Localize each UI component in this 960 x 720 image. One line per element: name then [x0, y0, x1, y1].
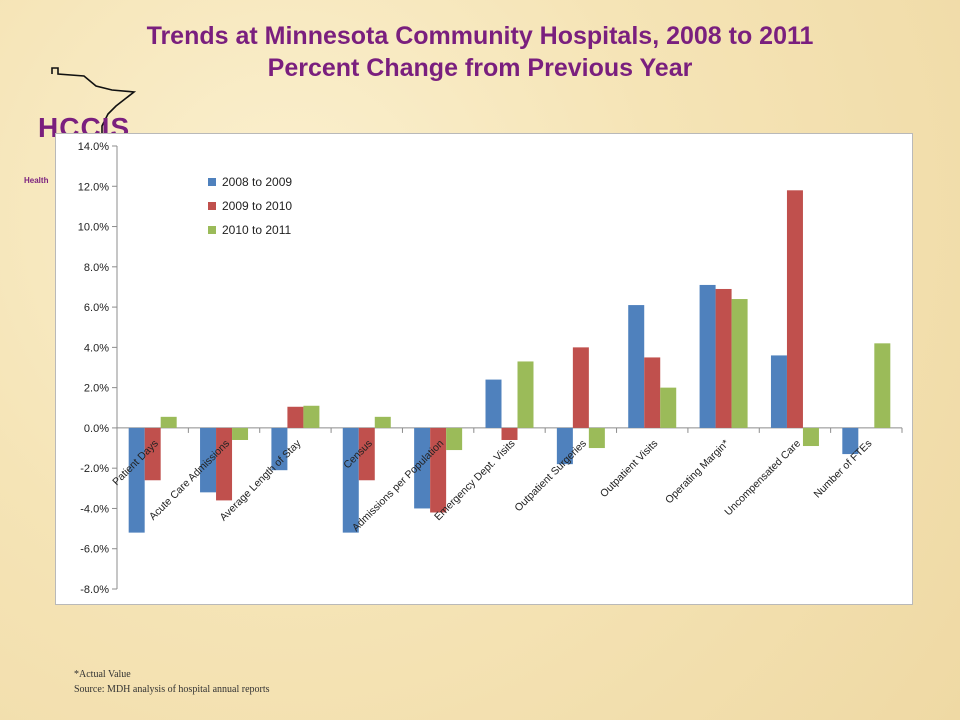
y-tick-label: 8.0% [84, 262, 109, 274]
footnotes: *Actual Value Source: MDH analysis of ho… [74, 667, 270, 697]
title-line-2: Percent Change from Previous Year [267, 54, 693, 82]
bar [200, 427, 217, 493]
bar [160, 416, 177, 428]
legend-label: 2010 to 2011 [222, 223, 292, 237]
y-tick-label: 6.0% [84, 302, 109, 314]
bar [874, 343, 891, 428]
legend-swatch [208, 226, 216, 234]
legend-swatch [208, 178, 216, 186]
y-tick-label: -2.0% [80, 463, 109, 475]
footnote-actual-value: *Actual Value [74, 669, 131, 680]
title-line-1: Trends at Minnesota Community Hospitals,… [146, 22, 814, 50]
bar [572, 347, 589, 428]
y-tick-label: -6.0% [80, 544, 109, 556]
bar [802, 427, 819, 447]
bar [358, 427, 375, 481]
x-category-label: Outpatient Surgeries [512, 438, 589, 515]
minnesota-map-icon [51, 67, 137, 142]
bar [374, 416, 391, 428]
slide-title: Trends at Minnesota Community Hospitals,… [60, 20, 900, 84]
bar [786, 190, 803, 428]
x-category-label: Uncompensated Care [722, 437, 803, 518]
y-tick-label: 12.0% [78, 181, 109, 193]
x-category-label: Outpatient Visits [598, 438, 660, 500]
legend-label: 2008 to 2009 [222, 175, 292, 189]
bar [430, 427, 447, 513]
bar-chart: -8.0% -6.0% -4.0% -2.0% 0.0% 2.0% 4.0% 6.0% 8.0%… [78, 141, 903, 596]
bar [342, 427, 359, 533]
footnote-source: Source: MDH analysis of hospital annual … [74, 684, 270, 695]
logo-subtext: Health [24, 176, 49, 185]
y-tick-label: 14.0% [78, 141, 109, 153]
chart-area: -8.0% -6.0% -4.0% -2.0% 0.0% 2.0% 4.0% 6.0% 8.0%… [55, 133, 913, 605]
x-category-label: Operating Margin* [663, 438, 732, 507]
bar [628, 305, 645, 428]
bar [644, 357, 661, 428]
bar [699, 284, 716, 428]
bar [501, 427, 518, 440]
bar [660, 387, 677, 428]
y-tick-label: 4.0% [84, 342, 109, 354]
y-tick-label: -4.0% [80, 503, 109, 515]
bar [770, 355, 787, 428]
y-tick-label: 2.0% [84, 383, 109, 395]
bar [556, 427, 573, 465]
bar [232, 427, 249, 440]
y-tick-label: -8.0% [80, 584, 109, 596]
bar [287, 406, 304, 428]
bar [216, 427, 233, 501]
bar [588, 427, 605, 449]
legend-swatch [208, 202, 216, 210]
bar [303, 405, 320, 428]
bar [731, 299, 748, 428]
bar [446, 427, 463, 451]
bar [144, 427, 161, 481]
bar [715, 288, 732, 428]
bar [485, 379, 502, 428]
bar [128, 427, 145, 533]
y-tick-label: 0.0% [84, 423, 109, 435]
bar [414, 427, 431, 509]
legend-label: 2009 to 2010 [222, 199, 292, 213]
bar [842, 427, 859, 455]
y-tick-label: 10.0% [78, 222, 109, 234]
bar [271, 427, 288, 471]
bar [517, 361, 534, 428]
